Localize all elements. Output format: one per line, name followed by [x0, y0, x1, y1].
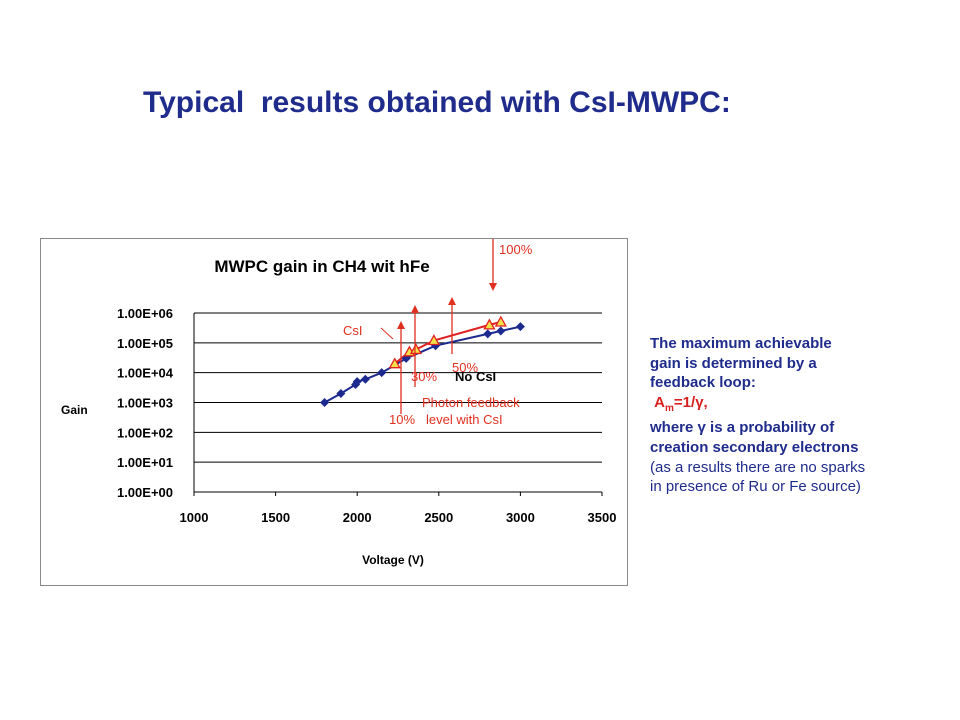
note-line-1: The maximum achievable	[650, 335, 832, 352]
series	[320, 315, 525, 407]
slide-title: Typical results obtained with CsI-MWPC:	[143, 86, 731, 119]
x-tick-label: 3000	[506, 510, 535, 525]
note-line-2: gain is determined by a	[650, 354, 817, 372]
no-csi-point	[377, 368, 387, 378]
no-csi-point	[483, 329, 493, 339]
grid	[194, 312, 602, 493]
label-100-percent: 100%	[499, 242, 533, 257]
csi-point	[494, 315, 507, 327]
photon-feedback-label-2: level with CsI	[426, 412, 503, 427]
x-tick-label: 1000	[180, 510, 209, 525]
x-tick-label: 3500	[588, 510, 617, 525]
photon-feedback-label-1: Photon feedback	[422, 395, 520, 410]
no-csi-label: No CsI	[455, 369, 496, 384]
csi-point	[388, 357, 401, 369]
label-10-percent: 10%	[389, 412, 415, 427]
y-tick-label: 1.00E+04	[117, 366, 174, 381]
note-line-3: feedback loop:	[650, 374, 756, 392]
y-tick-label: 1.00E+01	[117, 455, 173, 470]
chart-frame: MWPC gain in CH4 wit hFe Gain Voltage (V…	[40, 238, 628, 586]
label-50-percent: 50%	[452, 360, 478, 375]
no-csi-point	[515, 322, 525, 332]
csi-point	[483, 318, 496, 330]
csi-pointer	[380, 327, 394, 340]
formula-rest: =1/γ,	[673, 393, 708, 411]
no-csi-point	[336, 389, 346, 399]
chart-title: MWPC gain in CH4 wit hFe	[214, 257, 429, 276]
x-tick-label: 1500	[261, 510, 290, 525]
y-tick-label: 1.00E+06	[117, 306, 173, 321]
note-line-8: in presence of Ru or Fe source)	[650, 478, 861, 496]
axes: 1.00E+00 1.00E+01 1.00E+02 1.00E+03 1.00E+04…	[117, 306, 616, 525]
y-tick-label: 1.00E+05	[117, 336, 173, 351]
y-tick-label: 1.00E+03	[117, 396, 173, 411]
note-line-7: (as a results there are no sparks	[650, 458, 866, 476]
explanation-text: The maximum achievable gain is determine…	[650, 334, 950, 497]
note-line-5: where γ is a probability of	[650, 419, 835, 437]
formula-sub: m	[665, 402, 674, 414]
y-tick-label: 1.00E+00	[117, 485, 173, 500]
y-tick-label: 1.00E+02	[117, 425, 173, 440]
formula: Am=1/γ,	[650, 393, 950, 419]
y-axis-label: Gain	[61, 403, 88, 417]
note-line-6: creation secondary electrons	[650, 438, 859, 456]
x-tick-label: 2000	[343, 510, 372, 525]
x-tick-label: 2500	[424, 510, 453, 525]
csi-point	[409, 343, 423, 355]
no-csi-point	[352, 377, 362, 387]
csi-label: CsI	[343, 323, 363, 338]
gain-chart: MWPC gain in CH4 wit hFe Gain Voltage (V…	[61, 239, 616, 567]
csi-point	[427, 334, 441, 346]
x-axis-label: Voltage (V)	[362, 553, 424, 567]
no-csi-point	[360, 374, 370, 384]
no-csi-point	[496, 326, 506, 336]
no-csi-point	[320, 398, 330, 407]
annotations: CsI No CsI 100% 50% 30% 10% Photon feedback lev…	[343, 239, 533, 427]
label-30-percent: 30%	[411, 369, 437, 384]
formula-a: A	[654, 393, 666, 411]
